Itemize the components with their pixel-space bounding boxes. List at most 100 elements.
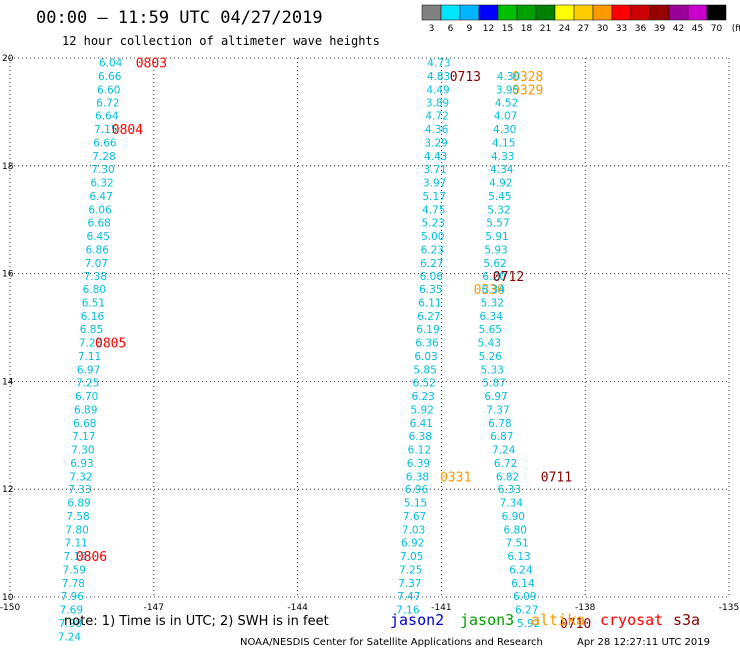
swh-value: 6.06 — [420, 271, 444, 283]
swh-value: 5.32 — [481, 298, 504, 310]
legend-cryosat: cryosat — [600, 611, 663, 629]
swh-value: 6.39 — [407, 458, 430, 470]
swh-value: 7.13 — [63, 551, 86, 563]
plot-area: -150 -147 -144 -141 -138 -135 20 18 16 14 12 10 6.04… — [0, 54, 739, 643]
colorbar-swatch — [706, 4, 727, 21]
swh-value: 6.47 — [89, 191, 112, 203]
swh-value: 6.80 — [504, 525, 527, 537]
pass-time-label: 0329 — [512, 83, 543, 98]
swh-value: 6.45 — [87, 231, 110, 243]
swh-value: 4.36 — [425, 124, 449, 136]
swh-value: 6.68 — [73, 418, 96, 430]
swh-value: 5.91 — [485, 231, 508, 243]
colorbar-label: 27 — [578, 24, 589, 34]
swh-value: 5.32 — [487, 204, 510, 216]
swh-value: 5.17 — [423, 191, 446, 203]
swh-value: 6.34 — [481, 284, 505, 296]
swh-value: 6.78 — [488, 418, 511, 430]
swh-value: 7.24 — [58, 631, 82, 643]
swh-value: 5.92 — [517, 618, 540, 630]
colorbar-swatch — [516, 4, 537, 21]
swh-value: 6.80 — [83, 284, 106, 296]
swh-value: 6.04 — [99, 57, 123, 69]
y-tick-label: 18 — [2, 162, 14, 172]
swh-value: 7.07 — [85, 258, 108, 270]
colorbar-swatch — [459, 4, 480, 21]
colorbar-swatch — [668, 4, 689, 21]
y-tick-label: 12 — [2, 485, 13, 495]
swh-value: 6.97 — [484, 391, 507, 403]
swh-value: 7.25 — [399, 565, 422, 577]
colorbar-label: 70 — [711, 24, 723, 34]
colorbar-label: 15 — [502, 24, 513, 34]
swh-value: 7.17 — [72, 431, 95, 443]
swh-value: 6.27 — [515, 604, 538, 616]
swh-value: 6.93 — [70, 458, 93, 470]
swh-value: 5.85 — [413, 365, 436, 377]
swh-value: 6.24 — [509, 565, 533, 577]
swh-value: 6.70 — [75, 391, 98, 403]
swh-value: 7.78 — [62, 578, 85, 590]
swh-value: 6.38 — [409, 431, 432, 443]
swh-value: 6.72 — [494, 458, 517, 470]
swh-value: 4.92 — [489, 178, 512, 190]
swh-value: 6.38 — [406, 471, 429, 483]
swh-value: 7.67 — [403, 511, 426, 523]
swh-value: 7.11 — [64, 538, 87, 550]
swh-value: 4.75 — [422, 204, 445, 216]
generated-timestamp: Apr 28 12:27:11 UTC 2019 — [577, 637, 710, 648]
swh-value: 6.27 — [417, 311, 440, 323]
pass-time-label: 0328 — [512, 70, 543, 85]
x-tick-label: -147 — [144, 603, 164, 613]
swh-value: 5.87 — [482, 377, 505, 389]
colorbar-swatch — [630, 4, 651, 21]
swh-value: 7.05 — [400, 551, 423, 563]
swh-value: 7.20 — [79, 338, 102, 350]
swh-value: 3.71 — [423, 164, 446, 176]
swh-value: 5.65 — [479, 324, 502, 336]
x-tick-label: -138 — [575, 603, 596, 613]
colorbar-swatch — [440, 4, 461, 21]
swh-value: 4.07 — [494, 111, 517, 123]
swh-value: 5.92 — [411, 404, 434, 416]
credit-text: NOAA/NESDIS Center for Satellite Applica… — [240, 637, 543, 648]
swh-value: 4.33 — [491, 151, 514, 163]
swh-value: 4.30 — [493, 124, 516, 136]
swh-value: 6.68 — [87, 217, 110, 229]
swh-value: 7.15 — [94, 124, 117, 136]
colorbar-label: 30 — [597, 24, 609, 34]
swh-value: 3.89 — [426, 98, 449, 110]
x-tick-label: -141 — [431, 603, 451, 613]
swh-value: 5.93 — [484, 244, 507, 256]
colorbar-label: 6 — [448, 24, 454, 34]
legend-s3a: s3a — [673, 611, 700, 629]
swh-value: 6.12 — [408, 444, 431, 456]
swh-value: 7.98 — [59, 618, 82, 630]
pass-time-label: 0804 — [112, 123, 143, 138]
footnote: note: 1) Time is in UTC; 2) SWH is in fe… — [64, 614, 329, 629]
swh-value: 4.34 — [490, 164, 514, 176]
colorbar-swatch — [478, 4, 499, 21]
colorbar-label: 18 — [521, 24, 533, 34]
swh-value: 5.33 — [481, 365, 504, 377]
colorbar-swatch — [573, 4, 594, 21]
swh-value: 6.96 — [405, 484, 429, 496]
swh-value: 3.95 — [496, 84, 519, 96]
swh-value: 7.59 — [63, 565, 86, 577]
chart-subtitle: 12 hour collection of altimeter wave hei… — [62, 34, 380, 48]
swh-value: 7.30 — [71, 444, 94, 456]
track-altika: 4.73 4.834.49 3.894.724.36 3.294.433.71 3.97… — [396, 57, 543, 616]
x-tick-label: -150 — [0, 603, 20, 613]
colorbar-label: 39 — [654, 24, 666, 34]
swh-value: 7.32 — [69, 471, 92, 483]
legend-altika: altika — [531, 611, 585, 629]
swh-value: 7.16 — [396, 604, 420, 616]
swh-value: 6.36 — [415, 338, 439, 350]
colorbar-swatch — [592, 4, 613, 21]
colorbar-swatch — [687, 4, 708, 21]
swh-value: 6.60 — [97, 84, 120, 96]
swh-value: 6.27 — [420, 258, 443, 270]
colorbar-swatch — [535, 4, 556, 21]
swh-value: 7.38 — [84, 271, 107, 283]
